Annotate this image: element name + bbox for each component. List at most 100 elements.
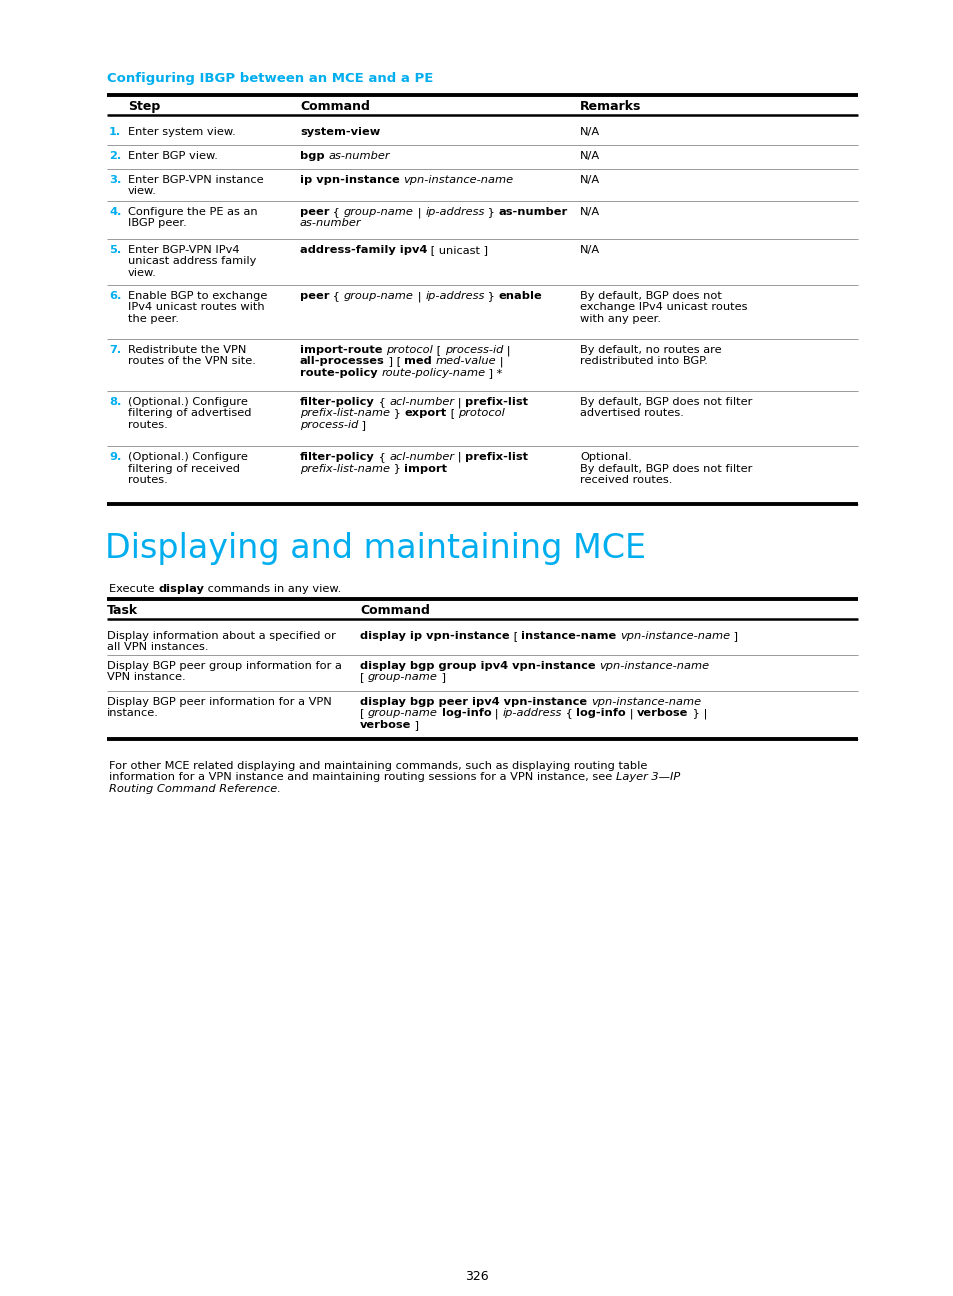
Text: verbose: verbose	[359, 721, 411, 730]
Text: [: [	[359, 673, 368, 683]
Text: information for a VPN instance and maintaining routing sessions for a VPN instan: information for a VPN instance and maint…	[109, 772, 616, 783]
Text: peer: peer	[299, 292, 329, 301]
Text: Configure the PE as an: Configure the PE as an	[128, 207, 257, 216]
Text: |: |	[414, 292, 425, 302]
Text: ] [: ] [	[384, 356, 404, 367]
Text: advertised routes.: advertised routes.	[579, 408, 683, 419]
Text: display: display	[158, 584, 204, 594]
Text: Execute: Execute	[109, 584, 158, 594]
Text: Display BGP peer group information for a: Display BGP peer group information for a	[107, 661, 341, 671]
Text: group-name: group-name	[368, 673, 437, 683]
Text: 4.: 4.	[109, 207, 121, 216]
Text: routes of the VPN site.: routes of the VPN site.	[128, 356, 255, 367]
Text: 3.: 3.	[109, 175, 121, 185]
Text: all VPN instances.: all VPN instances.	[107, 643, 209, 652]
Text: process-id: process-id	[444, 345, 502, 355]
Text: route-policy: route-policy	[299, 368, 377, 378]
Text: filter-policy: filter-policy	[299, 397, 375, 407]
Text: export: export	[404, 408, 446, 419]
Text: Enter system view.: Enter system view.	[128, 127, 235, 137]
Text: Enter BGP view.: Enter BGP view.	[128, 152, 217, 161]
Text: all-processes: all-processes	[299, 356, 384, 367]
Text: filter-policy: filter-policy	[299, 452, 375, 461]
Text: VPN instance.: VPN instance.	[107, 673, 186, 683]
Text: ]: ]	[411, 721, 419, 730]
Text: By default, BGP does not filter: By default, BGP does not filter	[579, 397, 752, 407]
Text: redistributed into BGP.: redistributed into BGP.	[579, 356, 707, 367]
Text: }: }	[484, 207, 498, 216]
Text: protocol: protocol	[458, 408, 505, 419]
Text: [: [	[433, 345, 444, 355]
Text: acl-number: acl-number	[389, 397, 454, 407]
Text: [: [	[509, 631, 521, 642]
Text: IPv4 unicast routes with: IPv4 unicast routes with	[128, 302, 264, 312]
Text: prefix-list: prefix-list	[465, 397, 528, 407]
Text: enable: enable	[498, 292, 542, 301]
Text: ip-address: ip-address	[425, 207, 484, 216]
Text: 5.: 5.	[109, 245, 121, 255]
Text: 2.: 2.	[109, 152, 121, 161]
Text: prefix-list-name: prefix-list-name	[299, 408, 390, 419]
Text: display bgp group ipv4 vpn-instance: display bgp group ipv4 vpn-instance	[359, 661, 595, 671]
Text: Remarks: Remarks	[579, 100, 640, 113]
Text: (Optional.) Configure: (Optional.) Configure	[128, 452, 248, 461]
Text: routes.: routes.	[128, 476, 168, 485]
Text: verbose: verbose	[637, 709, 688, 718]
Text: Command: Command	[359, 604, 430, 617]
Text: 8.: 8.	[109, 397, 121, 407]
Text: }: }	[390, 464, 404, 473]
Text: as-number: as-number	[328, 152, 390, 161]
Text: display ip vpn-instance: display ip vpn-instance	[359, 631, 509, 642]
Text: system-view: system-view	[299, 127, 380, 137]
Text: Command: Command	[299, 100, 370, 113]
Text: By default, no routes are: By default, no routes are	[579, 345, 720, 355]
Text: [: [	[359, 709, 368, 718]
Text: ip vpn-instance: ip vpn-instance	[299, 175, 399, 185]
Text: bgp: bgp	[299, 152, 324, 161]
Text: view.: view.	[128, 268, 156, 279]
Text: routes.: routes.	[128, 420, 168, 430]
Text: 326: 326	[465, 1270, 488, 1283]
Text: filtering of received: filtering of received	[128, 464, 240, 473]
Text: {: {	[375, 397, 389, 407]
Text: |: |	[491, 709, 502, 719]
Text: group-name: group-name	[344, 292, 414, 301]
Text: Enter BGP-VPN IPv4: Enter BGP-VPN IPv4	[128, 245, 239, 255]
Text: |: |	[625, 709, 637, 719]
Text: }: }	[484, 292, 498, 301]
Text: ] *: ] *	[485, 368, 502, 378]
Text: By default, BGP does not filter: By default, BGP does not filter	[579, 464, 752, 473]
Text: with any peer.: with any peer.	[579, 314, 660, 324]
Text: route-policy-name: route-policy-name	[381, 368, 485, 378]
Text: Displaying and maintaining MCE: Displaying and maintaining MCE	[105, 531, 645, 565]
Text: [: [	[446, 408, 458, 419]
Text: Routing Command Reference.: Routing Command Reference.	[109, 784, 280, 794]
Text: protocol: protocol	[386, 345, 433, 355]
Text: 9.: 9.	[109, 452, 121, 461]
Text: Display BGP peer information for a VPN: Display BGP peer information for a VPN	[107, 697, 332, 708]
Text: Enter BGP-VPN instance: Enter BGP-VPN instance	[128, 175, 263, 185]
Text: acl-number: acl-number	[389, 452, 454, 461]
Text: |: |	[454, 452, 465, 463]
Text: N/A: N/A	[579, 152, 599, 161]
Text: ip-address: ip-address	[502, 709, 561, 718]
Text: (Optional.) Configure: (Optional.) Configure	[128, 397, 248, 407]
Text: log-info: log-info	[441, 709, 491, 718]
Text: commands in any view.: commands in any view.	[204, 584, 341, 594]
Text: import-route: import-route	[299, 345, 382, 355]
Text: {: {	[329, 207, 344, 216]
Text: ip-address: ip-address	[425, 292, 484, 301]
Text: group-name: group-name	[368, 709, 437, 718]
Text: unicast address family: unicast address family	[128, 257, 256, 267]
Text: For other MCE related displaying and maintaining commands, such as displaying ro: For other MCE related displaying and mai…	[109, 761, 647, 771]
Text: {: {	[329, 292, 344, 301]
Text: Step: Step	[128, 100, 160, 113]
Text: prefix-list: prefix-list	[465, 452, 528, 461]
Text: ]: ]	[358, 420, 366, 430]
Text: |: |	[502, 345, 510, 355]
Text: group-name: group-name	[344, 207, 414, 216]
Text: N/A: N/A	[579, 127, 599, 137]
Text: Display information about a specified or: Display information about a specified or	[107, 631, 335, 642]
Text: |: |	[454, 397, 465, 407]
Text: N/A: N/A	[579, 245, 599, 255]
